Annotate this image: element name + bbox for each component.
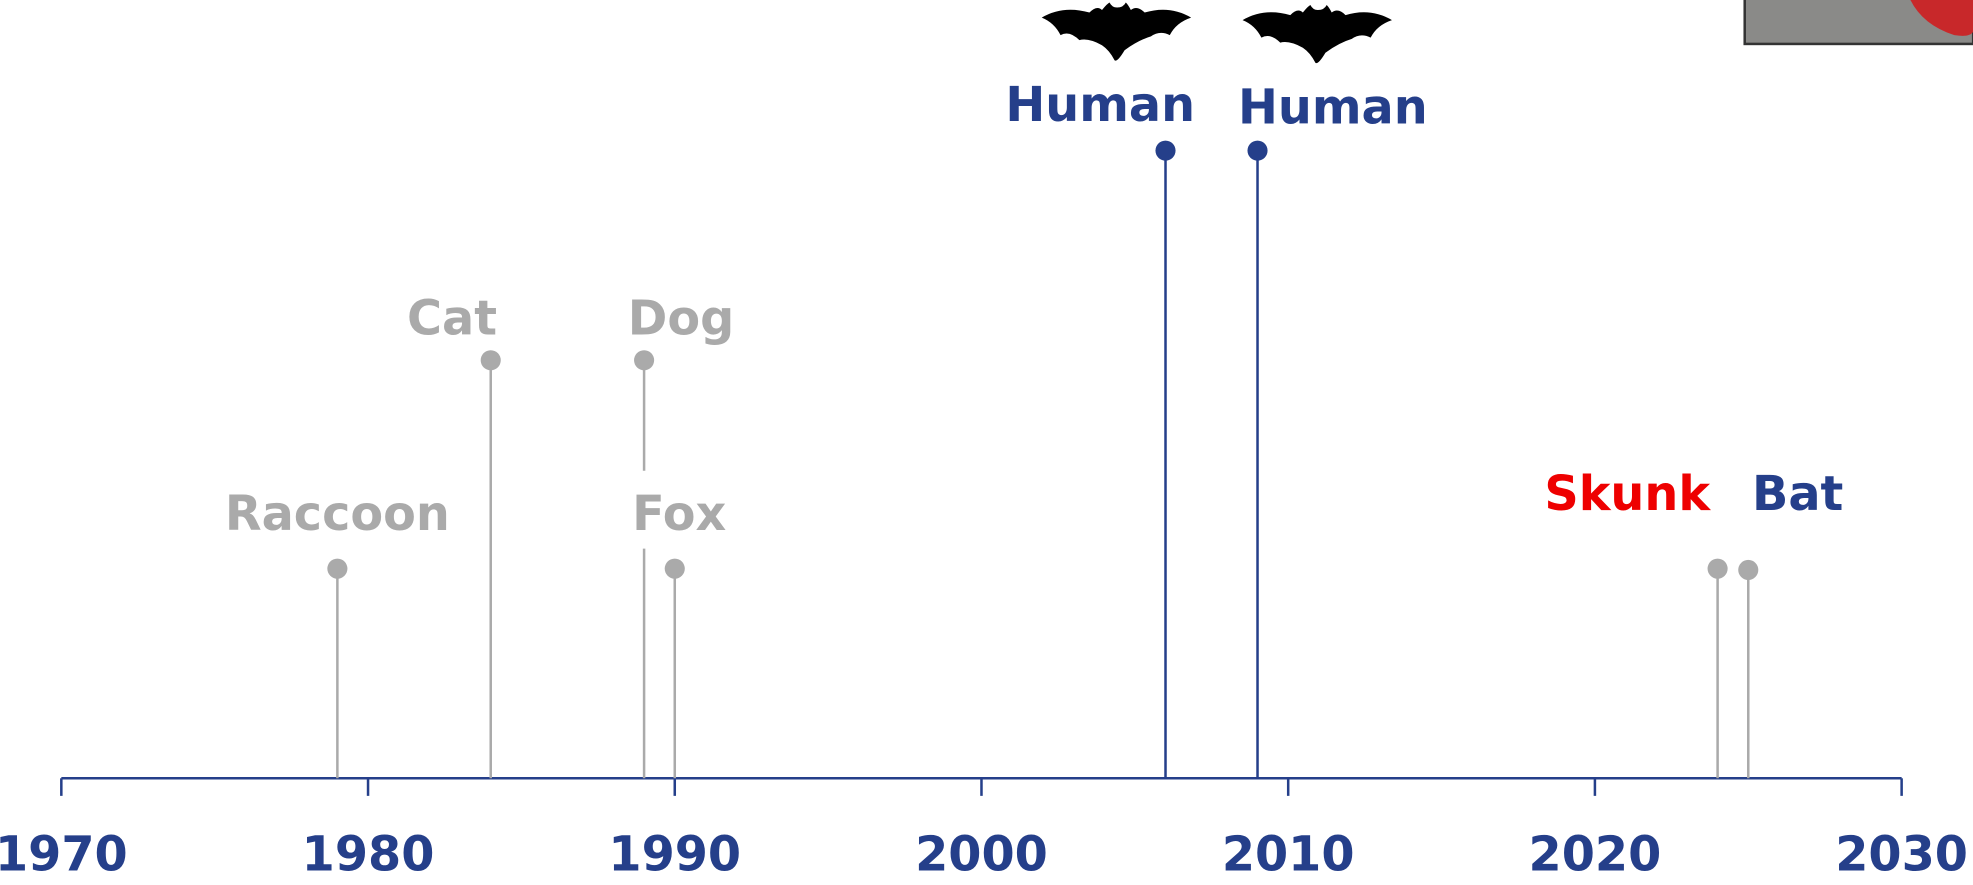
- event-dot: [665, 559, 685, 579]
- page: {"chart_data": {"type": "timeline", "xli…: [0, 0, 1973, 885]
- event-dot: [1738, 560, 1758, 580]
- event-label: Bat: [1752, 467, 1843, 522]
- event-dot: [1708, 559, 1728, 579]
- event-label: Raccoon: [225, 487, 450, 542]
- x-tick-label: 2000: [915, 827, 1048, 882]
- event-dot: [634, 350, 654, 370]
- event-label: Human: [1005, 78, 1195, 133]
- x-tick-label: 2010: [1222, 827, 1355, 882]
- bat-icon: [1042, 3, 1392, 64]
- x-tick-label: 2030: [1835, 827, 1968, 882]
- event-dot: [481, 350, 501, 370]
- event-label: Human: [1238, 80, 1428, 135]
- photo-thumbnail: [1745, 0, 1973, 44]
- event-label: Dog: [628, 291, 734, 346]
- event-label: Fox: [632, 487, 726, 542]
- x-tick-label: 1970: [0, 827, 128, 882]
- chart: 1970 1980 1990 2000 2010 2020 2030 Raccoon Cat Do…: [0, 0, 1973, 885]
- event-dot: [1155, 141, 1175, 161]
- x-tick-label: 1980: [302, 827, 435, 882]
- x-tick-label: 2020: [1529, 827, 1662, 882]
- event-label: Skunk: [1544, 467, 1711, 522]
- event-dot: [327, 559, 347, 579]
- x-tick-label: 1990: [608, 827, 741, 882]
- event-label: Cat: [407, 291, 497, 346]
- event-dot: [1247, 141, 1267, 161]
